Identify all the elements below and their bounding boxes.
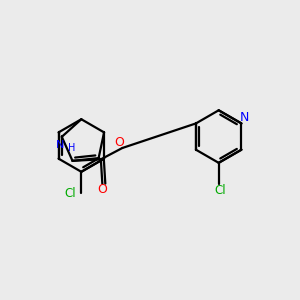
- Text: O: O: [98, 183, 107, 196]
- Text: Cl: Cl: [64, 187, 76, 200]
- Text: N: N: [56, 140, 64, 150]
- Text: H: H: [68, 143, 75, 153]
- Text: O: O: [114, 136, 124, 149]
- Text: Cl: Cl: [214, 184, 226, 197]
- Text: N: N: [240, 111, 249, 124]
